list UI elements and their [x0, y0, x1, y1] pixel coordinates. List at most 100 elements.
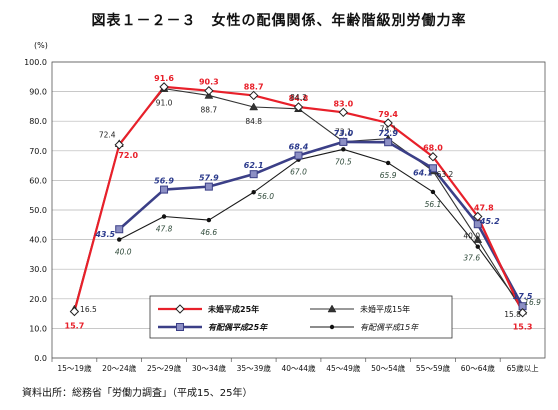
data-label: 37.6	[463, 254, 480, 263]
data-label: 40.0	[115, 248, 132, 257]
data-label: 16.5	[80, 305, 97, 314]
data-label: 56.0	[257, 192, 274, 201]
series-line	[73, 85, 524, 314]
data-point	[339, 137, 348, 146]
x-tick-label: 15～19歳	[57, 363, 92, 373]
data-point	[115, 225, 124, 234]
data-label: 91.6	[154, 74, 174, 83]
data-point	[251, 190, 256, 195]
source-note: 資料出所：総務省「労働力調査」（平成15、25年）	[22, 388, 253, 399]
data-label: 72.4	[99, 131, 116, 140]
data-label: 16.9	[524, 298, 541, 307]
data-label: 40.0	[463, 232, 480, 241]
data-point	[160, 185, 169, 194]
x-tick-label: 40～44歳	[281, 363, 316, 373]
x-tick-label: 60～64歳	[461, 363, 496, 373]
y-tick-label: 40.0	[29, 236, 47, 245]
y-tick-label: 70.0	[29, 147, 47, 156]
data-label: 65.9	[380, 171, 397, 180]
data-label: 72.9	[378, 129, 398, 138]
x-tick-label: 45～49歳	[326, 363, 361, 373]
x-tick-label: 65歳以上	[507, 363, 540, 373]
data-point	[117, 237, 122, 242]
data-label: 84.2	[290, 93, 307, 102]
data-label: 84.8	[245, 117, 262, 126]
data-point	[249, 102, 259, 111]
x-tick-label: 35～39歳	[237, 363, 272, 373]
x-tick-label: 20～24歳	[102, 363, 137, 373]
y-tick-label: 80.0	[29, 117, 47, 126]
data-point	[473, 235, 483, 243]
data-label: 43.5	[94, 230, 115, 239]
data-label: 47.8	[474, 204, 494, 213]
data-point	[473, 211, 483, 222]
data-point	[69, 306, 80, 317]
data-label: 17.5	[513, 292, 533, 301]
data-label: 47.8	[156, 225, 173, 234]
data-point	[249, 170, 258, 179]
plot-frame	[51, 61, 546, 359]
legend-box	[149, 295, 453, 339]
data-point	[161, 214, 167, 219]
data-label: 74.1	[380, 125, 397, 134]
series-line	[118, 148, 524, 309]
data-label: 15.7	[65, 322, 85, 331]
data-point	[430, 189, 436, 195]
data-point	[204, 86, 214, 96]
data-label: 68.0	[423, 144, 443, 153]
data-point	[293, 102, 304, 112]
data-label: 91.0	[156, 99, 173, 108]
legend-label: 未婚平成15年	[360, 304, 410, 314]
y-tick-label: 10.0	[29, 324, 47, 333]
data-label: 64.1	[413, 168, 433, 177]
x-tick-label: 25～29歳	[147, 363, 182, 373]
legend-label: 未婚平成25年	[207, 304, 259, 314]
data-point	[384, 138, 393, 147]
data-point	[338, 107, 349, 118]
series-line	[73, 88, 524, 312]
y-tick-label: 0.0	[34, 354, 47, 363]
y-axis-label: (%)	[34, 41, 48, 50]
data-label: 70.5	[335, 157, 352, 166]
data-label: 88.7	[201, 105, 218, 114]
x-tick-label: 55～59歳	[416, 363, 451, 373]
data-label: 15.3	[513, 323, 533, 332]
data-label: 72.0	[118, 151, 138, 160]
series-line	[118, 140, 524, 307]
data-label: 45.2	[479, 217, 500, 226]
legend-label: 有配偶平成25年	[208, 323, 268, 332]
data-point	[517, 308, 528, 318]
data-label: 73.0	[333, 129, 353, 138]
data-point	[428, 152, 438, 162]
data-point	[206, 217, 212, 223]
data-label: 90.3	[199, 78, 219, 87]
data-point	[248, 90, 259, 101]
data-label: 56.9	[154, 177, 174, 186]
data-point	[475, 244, 480, 249]
data-point	[428, 164, 437, 173]
data-point	[341, 147, 346, 152]
data-label: 73.1	[335, 128, 352, 137]
legend-swatch-marker	[175, 304, 185, 314]
data-label: 57.9	[199, 174, 219, 183]
y-tick-label: 100.0	[24, 58, 47, 67]
y-tick-label: 60.0	[29, 176, 47, 185]
data-label: 79.4	[378, 110, 398, 119]
data-point	[204, 182, 213, 191]
data-point	[385, 160, 391, 166]
data-label: 84.8	[289, 94, 309, 103]
data-label: 15.8	[504, 310, 521, 319]
data-label: 63.2	[437, 170, 454, 179]
y-tick-label: 90.0	[29, 88, 47, 97]
legend-swatch-marker	[176, 323, 184, 331]
y-tick-label: 30.0	[29, 265, 47, 274]
data-label: 83.0	[333, 99, 353, 108]
legend-label: 有配偶平成15年	[360, 323, 419, 332]
y-tick-label: 20.0	[29, 295, 47, 304]
x-tick-label: 50～54歳	[371, 363, 406, 373]
y-tick-label: 50.0	[29, 206, 47, 215]
data-label: 68.4	[289, 143, 309, 152]
data-label: 62.1	[244, 161, 264, 170]
data-label: 56.1	[425, 200, 442, 209]
